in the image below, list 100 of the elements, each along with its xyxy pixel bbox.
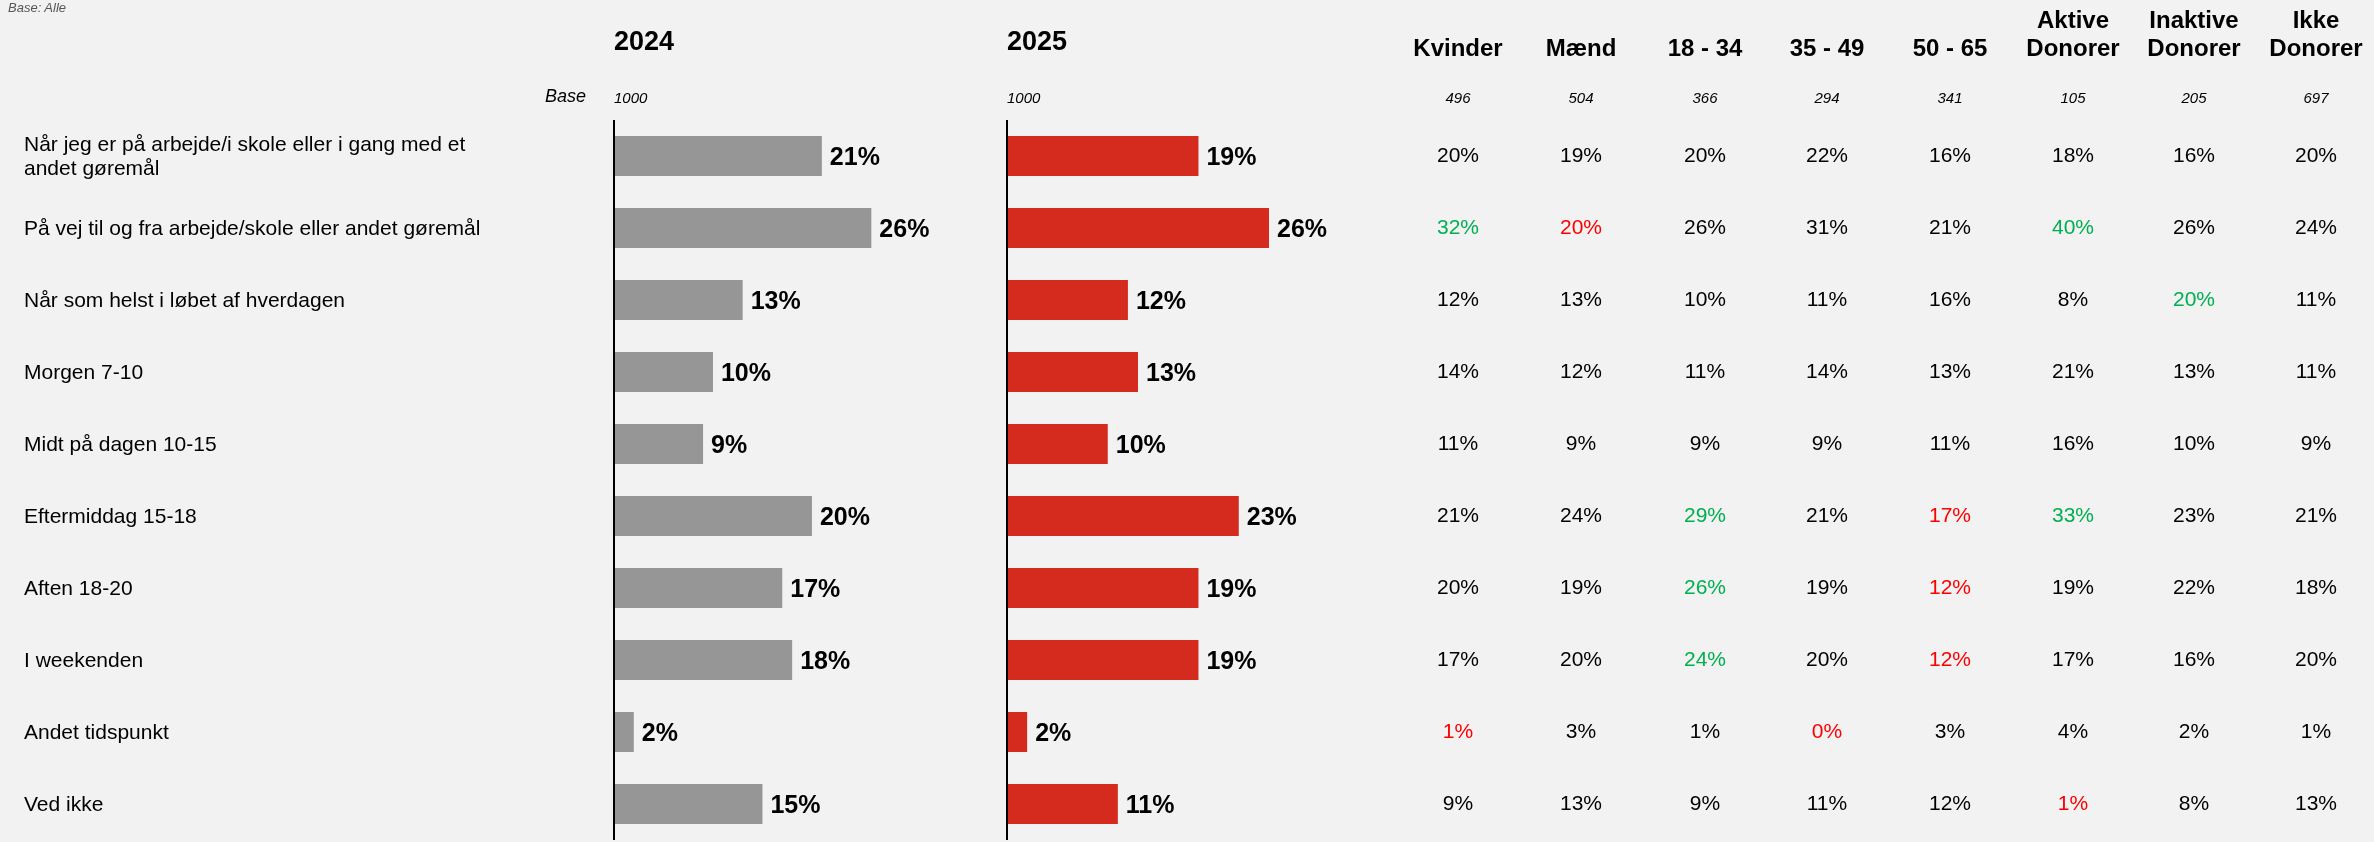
text: 697 [2302,89,2330,106]
data-label: 16% [2051,431,2095,455]
data-label: 20% [2172,287,2216,311]
bar [1007,352,1138,392]
data-label: 19% [1559,575,1603,599]
data-label: 22% [2172,575,2216,599]
data-label: 13% [1146,358,1197,386]
data-label: 1% [1441,719,1475,743]
data-label: 10% [720,358,772,386]
chart-title: 2025 [1007,26,1068,57]
bar [1007,712,1028,752]
chart-subtitle: 1000 [614,89,648,106]
data-label: 26% [1683,575,1727,599]
bar [614,352,713,392]
bar [614,784,763,824]
data-label: 9% [1441,791,1475,815]
text: 205 [2180,89,2208,106]
data-label: 16% [2172,143,2216,167]
data-label: 9% [1564,431,1598,455]
data-label: 29% [1683,503,1727,527]
data-label: 24% [1559,503,1603,527]
y-tick-label: På vej til og fra arbejde/skole eller andet gøremål [24,216,481,239]
data-label: 33% [2051,503,2095,527]
data-label: 23% [1246,502,1297,530]
data-label: 12% [1436,287,1480,311]
data-label: 20% [2294,143,2338,167]
data-label: 11% [1436,431,1480,455]
data-label: 15% [770,790,821,818]
data-label: 21% [1436,503,1480,527]
data-label: 13% [750,286,801,314]
text: 504 [1567,89,1595,106]
data-label: 1% [2299,719,2333,743]
data-label: 12% [1135,286,1186,314]
data-label: 20% [1436,143,1480,167]
data-label: 3% [1933,719,1967,743]
bar [614,424,704,464]
data-label: 18% [2294,575,2338,599]
text: 366 [1691,89,1719,106]
bar [1007,640,1199,680]
data-label: 16% [2172,647,2216,671]
data-label: 16% [1928,143,1972,167]
data-label: 1% [2056,791,2090,815]
data-label: 13% [1559,287,1603,311]
data-label: 11% [2294,287,2338,311]
data-label: 12% [1559,359,1603,383]
data-label: 31% [1805,215,1849,239]
data-label: 11% [1683,359,1727,383]
data-label: 11% [1125,790,1175,818]
data-label: 23% [2172,503,2216,527]
data-label: 3% [1564,719,1598,743]
bar [1007,424,1108,464]
bar [614,496,812,536]
bar [1007,784,1118,824]
data-label: 20% [1559,215,1603,239]
data-label: 19% [2051,575,2095,599]
y-tick-label: Eftermiddag 15-18 [24,504,197,527]
data-label: 26% [1277,214,1328,242]
data-label: 4% [2056,719,2090,743]
data-label: 12% [1928,791,1972,815]
x-tick-label: Mænd [1544,34,1618,62]
data-label: 21% [2294,503,2338,527]
data-label: 13% [1559,791,1603,815]
data-label: 26% [1683,215,1727,239]
data-label: 12% [1928,575,1972,599]
x-tick-label: Ikke Donorer [2268,6,2364,62]
x-tick-label: Aktive Donorer [2025,6,2121,62]
data-label: 26% [2172,215,2216,239]
data-label: 32% [1436,215,1480,239]
bar [614,712,634,752]
bar [1007,280,1128,320]
data-label: 8% [2056,287,2090,311]
text: Base [543,86,586,107]
data-label: 10% [2172,431,2216,455]
bar [1007,496,1239,536]
data-label: 8% [2177,791,2211,815]
data-label: 21% [1928,215,1972,239]
data-label: 1% [1688,719,1722,743]
data-label: 11% [2294,359,2338,383]
y-tick-label: Midt på dagen 10-15 [24,432,217,455]
data-label: 21% [829,142,880,170]
data-label: 21% [1805,503,1849,527]
data-label: 13% [1928,359,1972,383]
data-label: 17% [1928,503,1972,527]
bar [1007,208,1269,248]
data-label: 19% [1206,646,1257,674]
bar [614,208,872,248]
data-label: 40% [2051,215,2095,239]
data-label: 20% [1805,647,1849,671]
data-label: 20% [1559,647,1603,671]
data-label: 19% [1805,575,1849,599]
data-label: 9% [1688,791,1722,815]
data-label: 14% [1436,359,1480,383]
y-tick-label: Andet tidspunkt [24,720,169,743]
data-label: 10% [1115,430,1166,458]
data-label: 12% [1928,647,1972,671]
y-tick-label: I weekenden [24,648,144,671]
y-tick-label: Morgen 7-10 [24,360,144,383]
text: 496 [1444,89,1472,106]
data-label: 24% [1683,647,1727,671]
bar [614,280,743,320]
